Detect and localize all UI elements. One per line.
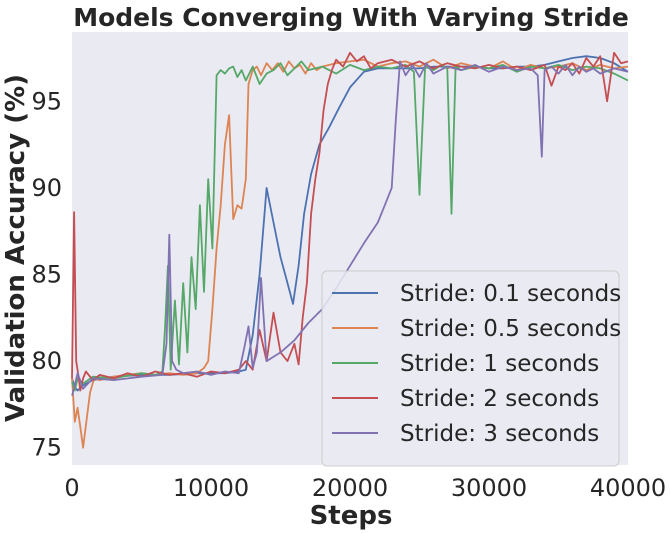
x-tick-label-3: 30000 [451,474,527,502]
x-tick-label-4: 40000 [590,474,666,502]
legend-entry-4: Stride: 2 seconds [400,386,599,412]
y-tick-label-0: 75 [31,434,62,462]
series-layer [71,51,629,449]
x-tick-label-1: 10000 [173,474,249,502]
y-tick-label-2: 85 [31,260,62,288]
y-axis-label: Validation Accuracy (%) [1,74,31,422]
legend-entry-2: Stride: 0.5 seconds [400,316,621,342]
y-axis-ticks: 75 80 85 90 95 [31,87,62,461]
chart-title: Models Converging With Varying Stride [73,3,629,32]
y-tick-label-4: 95 [31,87,62,115]
x-tick-label-0: 0 [64,474,79,502]
series-line-3 [71,60,629,392]
x-axis-ticks: 0 10000 20000 30000 40000 [64,474,666,502]
y-tick-label-1: 80 [31,347,62,375]
legend-box [321,270,620,467]
legend: Stride: 0.1 seconds Stride: 0.5 seconds St… [321,270,621,467]
x-tick-label-2: 20000 [312,474,388,502]
legend-entry-5: Stride: 3 seconds [400,421,599,447]
series-line-5 [71,60,629,396]
legend-entry-3: Stride: 1 seconds [400,351,599,377]
y-tick-label-3: 90 [31,174,62,202]
legend-entry-1: Stride: 0.1 seconds [400,281,621,307]
x-axis-label: Steps [310,501,393,531]
